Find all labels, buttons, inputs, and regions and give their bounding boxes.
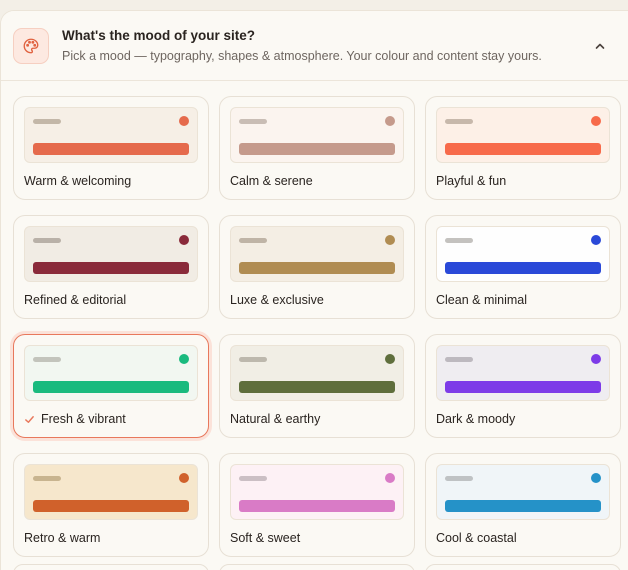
mood-preview <box>436 226 610 282</box>
mood-preview <box>230 107 404 163</box>
mood-card-retro-warm[interactable]: Retro & warm <box>13 453 209 557</box>
mood-label-row: Refined & editorial <box>24 293 198 307</box>
mood-card-refined-editorial[interactable]: Refined & editorial <box>13 215 209 319</box>
mood-label: Fresh & vibrant <box>41 412 126 426</box>
preview-text-line <box>33 238 61 243</box>
preview-accent-bar <box>445 381 601 393</box>
mood-panel: What's the mood of your site? Pick a moo… <box>0 10 628 570</box>
mood-card-partial[interactable] <box>425 564 621 570</box>
preview-accent-dot <box>385 473 395 483</box>
mood-preview <box>230 345 404 401</box>
preview-accent-dot <box>591 473 601 483</box>
mood-card-cool-coastal[interactable]: Cool & coastal <box>425 453 621 557</box>
palette-icon <box>13 27 49 64</box>
preview-text-line <box>239 476 267 481</box>
preview-text-line <box>239 357 267 362</box>
mood-label-row: Soft & sweet <box>230 531 404 545</box>
mood-card-playful-fun[interactable]: Playful & fun <box>425 96 621 200</box>
mood-label-row: Dark & moody <box>436 412 610 426</box>
mood-preview <box>24 464 198 520</box>
mood-preview <box>436 345 610 401</box>
mood-label-row: Clean & minimal <box>436 293 610 307</box>
preview-text-line <box>33 357 61 362</box>
preview-text-line <box>445 476 473 481</box>
mood-card-dark-moody[interactable]: Dark & moody <box>425 334 621 438</box>
mood-label: Refined & editorial <box>24 293 127 307</box>
mood-label: Playful & fun <box>436 174 507 188</box>
preview-accent-dot <box>591 235 601 245</box>
mood-card-luxe-exclusive[interactable]: Luxe & exclusive <box>219 215 415 319</box>
mood-preview <box>230 464 404 520</box>
mood-card-clean-minimal[interactable]: Clean & minimal <box>425 215 621 319</box>
mood-card-partial[interactable] <box>13 564 209 570</box>
mood-label: Warm & welcoming <box>24 174 132 188</box>
preview-accent-dot <box>179 235 189 245</box>
mood-label-row: Warm & welcoming <box>24 174 198 188</box>
preview-text-line <box>445 357 473 362</box>
preview-accent-bar <box>33 381 189 393</box>
preview-accent-bar <box>33 500 189 512</box>
preview-accent-dot <box>179 116 189 126</box>
mood-card-soft-sweet[interactable]: Soft & sweet <box>219 453 415 557</box>
preview-accent-dot <box>385 354 395 364</box>
mood-card-warm-welcoming[interactable]: Warm & welcoming <box>13 96 209 200</box>
preview-accent-dot <box>591 116 601 126</box>
mood-label: Clean & minimal <box>436 293 528 307</box>
preview-text-line <box>445 238 473 243</box>
preview-accent-bar <box>239 500 395 512</box>
mood-preview <box>436 107 610 163</box>
mood-panel-header[interactable]: What's the mood of your site? Pick a moo… <box>1 11 628 81</box>
preview-text-line <box>239 238 267 243</box>
preview-accent-bar <box>239 381 395 393</box>
preview-accent-dot <box>179 473 189 483</box>
preview-accent-bar <box>445 500 601 512</box>
check-icon <box>24 414 35 425</box>
mood-card-calm-serene[interactable]: Calm & serene <box>219 96 415 200</box>
preview-text-line <box>239 119 267 124</box>
mood-preview <box>24 345 198 401</box>
mood-grid-next-row <box>13 564 621 570</box>
mood-preview <box>436 464 610 520</box>
mood-label-row: Playful & fun <box>436 174 610 188</box>
preview-accent-bar <box>445 262 601 274</box>
mood-label: Cool & coastal <box>436 531 517 545</box>
collapse-button[interactable] <box>590 36 610 56</box>
mood-card-natural-earthy[interactable]: Natural & earthy <box>219 334 415 438</box>
mood-label: Soft & sweet <box>230 531 301 545</box>
preview-accent-dot <box>385 116 395 126</box>
mood-card-partial[interactable] <box>219 564 415 570</box>
panel-subtitle: Pick a mood — typography, shapes & atmos… <box>62 49 542 63</box>
preview-text-line <box>33 119 61 124</box>
mood-preview <box>24 226 198 282</box>
mood-card-fresh-vibrant[interactable]: Fresh & vibrant <box>13 334 209 438</box>
mood-label-row: Retro & warm <box>24 531 198 545</box>
mood-label: Dark & moody <box>436 412 516 426</box>
mood-label: Retro & warm <box>24 531 101 545</box>
preview-accent-dot <box>591 354 601 364</box>
preview-accent-bar <box>239 262 395 274</box>
mood-label: Luxe & exclusive <box>230 293 324 307</box>
mood-label-row: Fresh & vibrant <box>24 412 198 426</box>
preview-accent-dot <box>385 235 395 245</box>
mood-label-row: Calm & serene <box>230 174 404 188</box>
preview-accent-bar <box>33 143 189 155</box>
mood-label-row: Cool & coastal <box>436 531 610 545</box>
mood-preview <box>230 226 404 282</box>
mood-preview <box>24 107 198 163</box>
mood-label-row: Luxe & exclusive <box>230 293 404 307</box>
panel-title: What's the mood of your site? <box>62 28 255 43</box>
mood-grid: Warm & welcoming Calm & serene Playful &… <box>13 96 621 557</box>
mood-label: Calm & serene <box>230 174 313 188</box>
mood-label-row: Natural & earthy <box>230 412 404 426</box>
preview-text-line <box>33 476 61 481</box>
preview-text-line <box>445 119 473 124</box>
preview-accent-bar <box>239 143 395 155</box>
mood-label: Natural & earthy <box>230 412 321 426</box>
preview-accent-bar <box>33 262 189 274</box>
preview-accent-dot <box>179 354 189 364</box>
preview-accent-bar <box>445 143 601 155</box>
chevron-up-icon <box>595 43 605 49</box>
